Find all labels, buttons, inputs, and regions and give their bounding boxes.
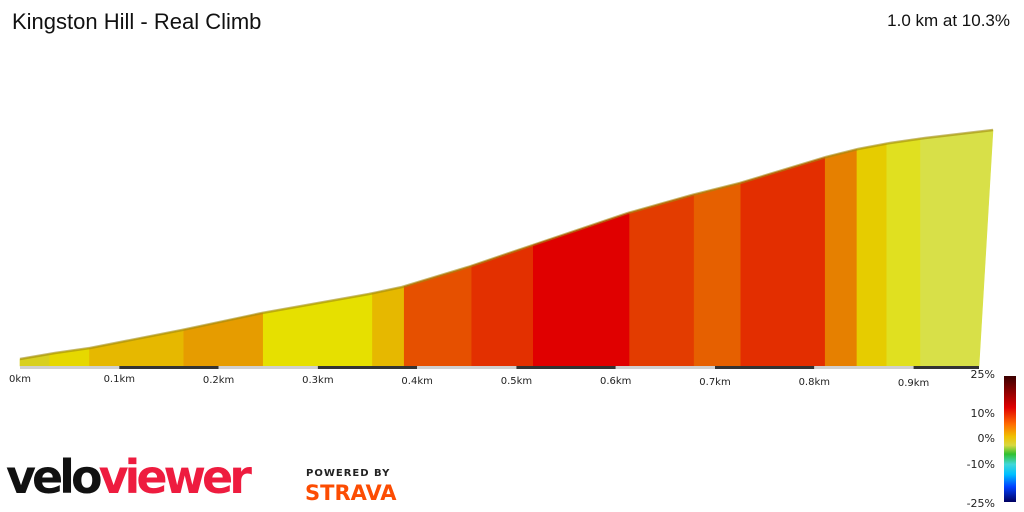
gradient-segment: [824, 148, 858, 367]
x-tick-label: 0.4km: [401, 376, 433, 387]
legend-label-0: 0%: [977, 432, 995, 445]
gradient-segment: [533, 212, 630, 367]
x-tick-label: 0.3km: [302, 375, 334, 386]
logo-velo: velo: [6, 450, 103, 504]
gradient-segment: [856, 143, 888, 367]
x-tick-label: 0.6km: [599, 376, 632, 387]
climb-summary: 1.0 km at 10.3%: [887, 11, 1010, 30]
x-tick-label: 0km: [9, 374, 31, 385]
distance-scale-bar: [20, 366, 979, 369]
x-tick-label: 0.1km: [103, 374, 135, 385]
x-tick-label: 0.2km: [202, 375, 235, 386]
legend-label-max: 25%: [970, 368, 995, 381]
legend-label-min: -25%: [966, 497, 995, 510]
gradient-segments: [19, 129, 994, 367]
scale-bar-segment: [516, 366, 616, 369]
gradient-segment: [920, 129, 994, 367]
scale-bar-segment: [417, 366, 517, 369]
x-tick-label: 0.7km: [699, 377, 731, 388]
gradient-segment: [693, 182, 742, 367]
gradient-segment: [89, 329, 185, 367]
gradient-segment: [740, 156, 826, 367]
page-title: Kingston Hill - Real Climb: [12, 9, 262, 34]
legend-label-neg10: -10%: [966, 458, 995, 471]
gradient-segment: [372, 285, 405, 367]
x-tick-label: 0.5km: [500, 376, 533, 387]
scale-bar-segment: [119, 366, 219, 369]
strava-logo[interactable]: STRAVA: [305, 481, 397, 505]
scale-bar-segment: [615, 366, 715, 369]
scale-bar-segment: [715, 366, 815, 369]
powered-by-label: POWERED BY: [306, 468, 391, 479]
veloviewer-logo[interactable]: veloviewer: [6, 450, 252, 504]
x-tick-label: 0.9km: [897, 378, 930, 389]
scale-bar-segment: [20, 366, 120, 369]
elevation-profile-chart: [19, 128, 994, 369]
gradient-colorbar: [1004, 376, 1016, 502]
scale-bar-segment: [814, 366, 914, 369]
x-tick-label: 0.8km: [798, 377, 830, 388]
profile-ridge: [19, 128, 994, 361]
scale-bar-segment: [913, 366, 979, 369]
scale-bar-segment: [317, 366, 418, 369]
gradient-segment: [403, 265, 473, 367]
gradient-segment: [886, 138, 921, 367]
scale-bar-segment: [218, 366, 318, 369]
logo-viewer: viewer: [98, 450, 252, 504]
gradient-segment: [629, 194, 695, 367]
legend-label-10: 10%: [970, 407, 995, 420]
